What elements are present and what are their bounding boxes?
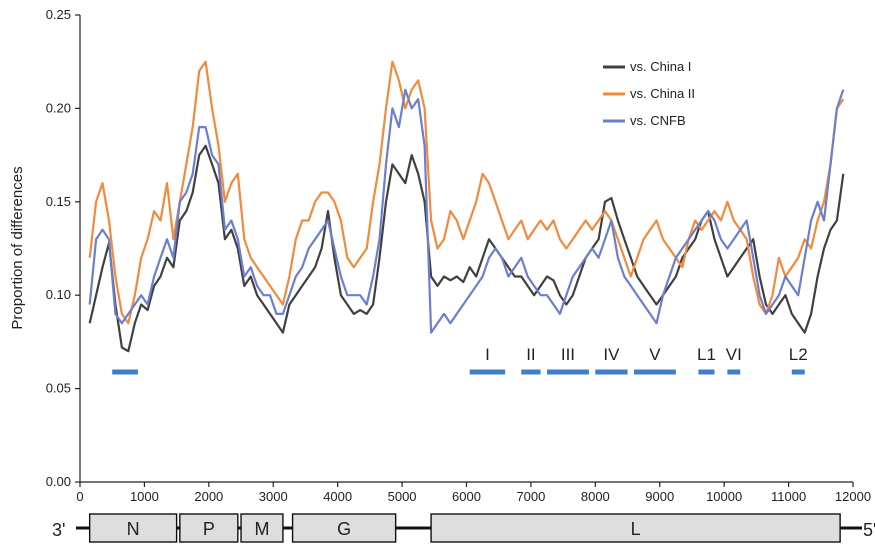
gene-label-P: P (203, 519, 215, 539)
gene-box-L (430, 513, 841, 543)
gene-label-N: N (127, 519, 140, 539)
region-label: L2 (789, 345, 808, 364)
y-tick-label: 0.05 (46, 381, 71, 396)
x-tick-label: 7000 (516, 489, 545, 504)
gene-box-P (179, 513, 239, 543)
gene-label-L: L (631, 519, 641, 539)
legend: vs. China I vs. China II vs. CNFB (603, 59, 695, 128)
x-tick-group: 0 1000 2000 3000 4000 5000 6000 7000 8000 9000 100… (76, 482, 871, 504)
region-label: L1 (697, 345, 716, 364)
x-tick-label: 9000 (645, 489, 674, 504)
x-tick-label: 0 (76, 489, 83, 504)
legend-label-series-2: vs. China II (630, 86, 695, 101)
gene-box-N (88, 513, 178, 543)
x-tick-label: 11000 (771, 489, 806, 504)
region-label: VI (726, 345, 742, 364)
x-tick-label: 12000 (835, 489, 871, 504)
x-tick-label: 2000 (194, 489, 223, 504)
y-tick-label: 0.15 (46, 194, 71, 209)
y-axis-title: Proportion of differences (9, 166, 26, 329)
x-tick-label: 5000 (388, 489, 417, 504)
series-line-2 (88, 60, 845, 325)
x-tick-label: 10000 (706, 489, 742, 504)
gene-box-G (291, 513, 397, 543)
genome-left-end-label: 3' (52, 520, 65, 540)
x-tick-label: 8000 (581, 489, 610, 504)
x-tick-label: 6000 (452, 489, 481, 504)
x-tick-label: 4000 (323, 489, 352, 504)
region-bar-group: I II III IV V L1 VI L2 (112, 345, 808, 375)
series-line-1 (88, 144, 845, 353)
gene-label-G: G (337, 519, 351, 539)
region-label: I (485, 345, 490, 364)
x-tick-label: 1000 (130, 489, 159, 504)
y-tick-label: 0.10 (46, 287, 71, 302)
gene-box-M (240, 513, 284, 543)
series-group (88, 60, 845, 353)
genome-map: 3' 5' N P M G L (52, 513, 875, 543)
y-tick-label: 0.20 (46, 100, 71, 115)
y-tick-group: 0.00 0.05 0.10 0.15 0.20 0.25 (46, 7, 80, 489)
region-label: III (561, 345, 575, 364)
genome-right-end-label: 5' (863, 520, 875, 540)
series-line-3 (88, 88, 845, 334)
gene-label-M: M (254, 519, 269, 539)
region-label: IV (603, 345, 620, 364)
legend-label-series-3: vs. CNFB (630, 113, 686, 128)
region-label: II (526, 345, 535, 364)
legend-label-series-1: vs. China I (630, 59, 691, 74)
region-label: V (649, 345, 661, 364)
x-tick-label: 3000 (259, 489, 288, 504)
y-tick-label: 0.25 (46, 7, 71, 22)
y-tick-label: 0.00 (46, 474, 71, 489)
